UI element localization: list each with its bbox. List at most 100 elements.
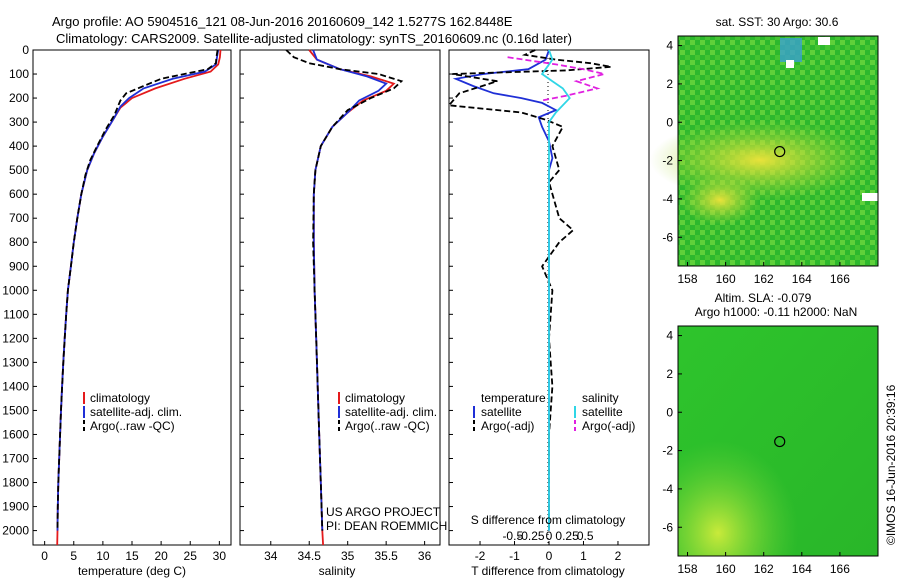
altimetry-title-line1: Altim. SLA: -0.079 (715, 291, 812, 305)
series-line-argo-raw-qc- (285, 49, 404, 531)
x-tick-label: -1 (509, 549, 520, 563)
map-x-tick-label: 166 (830, 272, 850, 286)
depth-tick-label: 1000 (2, 283, 29, 297)
depth-tick-label: 1500 (2, 403, 29, 417)
salinity-series (285, 49, 404, 546)
sst-missing-patch-3 (786, 60, 794, 68)
figure-title-line2: Climatology: CARS2009. Satellite-adjuste… (56, 31, 572, 46)
legend-label-climatology: climatology (90, 391, 150, 405)
altimetry-map-axes: 158 160 162 164 166 4 2 0 -2 -4 -6 (662, 329, 850, 576)
map-x-tick-label: 162 (754, 272, 774, 286)
sst-missing-patch-2 (862, 193, 878, 201)
depth-tick-label: 200 (9, 91, 29, 105)
imos-stamp: ©IMOS 16-Jun-2016 20:39:16 (884, 384, 898, 545)
x-tick-label: 30 (213, 549, 227, 563)
legend-label-argo: Argo(..raw -QC) (345, 419, 430, 433)
depth-axis: 0 100 200 300 400 500 600 700 800 900 1000 1100 1200… (2, 43, 453, 538)
legend-label-temp-satellite: satellite (481, 405, 522, 419)
series-line-climatology (308, 49, 396, 546)
x-tick-label: 15 (125, 549, 139, 563)
difference-x-axis: -2 -1 0 1 2 -0.5-0.25 0 0.250.5 (475, 529, 622, 563)
map-y-tick-label: -6 (662, 230, 673, 244)
top-tick-label: -0.25 (517, 529, 545, 543)
x-tick-label: 36 (418, 549, 432, 563)
legend-group-temperature: temperature (481, 391, 546, 405)
series-line-argo-raw-qc- (56, 49, 219, 531)
pi-label: PI: DEAN ROEMMICH (326, 519, 447, 533)
altimetry-map-frame (677, 325, 879, 557)
map-x-tick-label: 166 (830, 562, 850, 576)
depth-tick-label: 700 (9, 211, 29, 225)
temperature-x-label: temperature (deg C) (78, 564, 186, 578)
legend-label-sal-argo: Argo(-adj) (582, 419, 635, 433)
map-x-tick-label: 158 (678, 272, 698, 286)
altimetry-warm-region (678, 326, 878, 556)
map-y-tick-label: -2 (662, 154, 673, 168)
series-line-climatology (56, 49, 222, 546)
salinity-panel-frame (239, 49, 441, 546)
map-y-tick-label: 2 (666, 367, 673, 381)
series-line-salinity-argo-adj- (507, 56, 605, 102)
x-tick-label: 34.5 (298, 549, 322, 563)
legend-label-argo: Argo(..raw -QC) (90, 419, 175, 433)
sst-map-title: sat. SST: 30 Argo: 30.6 (716, 15, 839, 29)
map-y-tick-label: 0 (666, 405, 673, 419)
depth-tick-label: 1900 (2, 500, 29, 514)
x-tick-label: 20 (154, 549, 168, 563)
map-y-tick-label: -6 (662, 520, 673, 534)
x-tick-label: 2 (615, 549, 622, 563)
depth-tick-label: 1200 (2, 331, 29, 345)
map-y-tick-label: 4 (666, 329, 673, 343)
depth-tick-label: 1400 (2, 379, 29, 393)
depth-tick-label: 1700 (2, 451, 29, 465)
map-x-tick-label: 162 (754, 562, 774, 576)
sst-map-frame (677, 35, 879, 267)
map-y-tick-label: 0 (666, 115, 673, 129)
top-tick-label: 0 (546, 529, 553, 543)
argo-location-marker (774, 145, 786, 158)
map-y-tick-label: 4 (666, 39, 673, 53)
x-tick-label: 5 (70, 549, 77, 563)
legend-label-satellite: satellite-adj. clim. (90, 405, 182, 419)
salinity-legend: climatology satellite-adj. clim. Argo(..… (338, 391, 437, 433)
top-tick-label: -0.5 (502, 529, 523, 543)
map-x-tick-label: 160 (716, 562, 736, 576)
series-line-satellite-adj-clim- (312, 49, 388, 531)
map-y-tick-label: -4 (662, 192, 673, 206)
sst-cool-patch (780, 38, 802, 62)
argo-location-marker (774, 435, 786, 448)
figure-title-line1: Argo profile: AO 5904516_121 08-Jun-2016… (52, 14, 513, 29)
x-tick-label: 0 (41, 549, 48, 563)
map-y-tick-label: -2 (662, 444, 673, 458)
depth-tick-label: 1600 (2, 427, 29, 441)
depth-tick-label: 500 (9, 163, 29, 177)
legend-label-climatology: climatology (345, 391, 405, 405)
series-line-satellite-adj-clim- (56, 49, 220, 531)
sst-map-axes: 158 160 162 164 166 4 2 0 -2 -4 -6 (662, 39, 850, 286)
x-tick-label: 0 (546, 549, 553, 563)
sst-warm-band (650, 120, 870, 200)
temperature-series (56, 49, 222, 546)
x-tick-label: 34 (264, 549, 278, 563)
temperature-legend: climatology satellite-adj. clim. Argo(..… (83, 391, 182, 433)
map-x-tick-label: 164 (792, 272, 812, 286)
map-x-tick-label: 164 (792, 562, 812, 576)
series-line-temperature-argo-adj- (447, 49, 612, 531)
sst-missing-patch-1 (818, 37, 830, 45)
depth-tick-label: 1100 (3, 307, 29, 321)
depth-tick-label: 2000 (2, 524, 29, 538)
map-y-tick-label: -4 (662, 482, 673, 496)
x-tick-label: -2 (475, 549, 486, 563)
x-tick-label: 1 (580, 549, 587, 563)
depth-tick-label: 1800 (2, 476, 29, 490)
top-tick-label: 0.25 (555, 529, 579, 543)
legend-label-sal-satellite: satellite (582, 405, 623, 419)
depth-tick-label: 600 (9, 187, 29, 201)
x-tick-label: 35.5 (374, 549, 398, 563)
salinity-x-axis: 34 34.5 35 35.5 36 (264, 541, 432, 563)
sst-warm-patch (680, 175, 760, 225)
x-tick-label: 35 (341, 549, 355, 563)
temperature-x-axis: 0 5 10 15 20 25 30 (41, 541, 226, 563)
legend-group-salinity: salinity (582, 391, 619, 405)
